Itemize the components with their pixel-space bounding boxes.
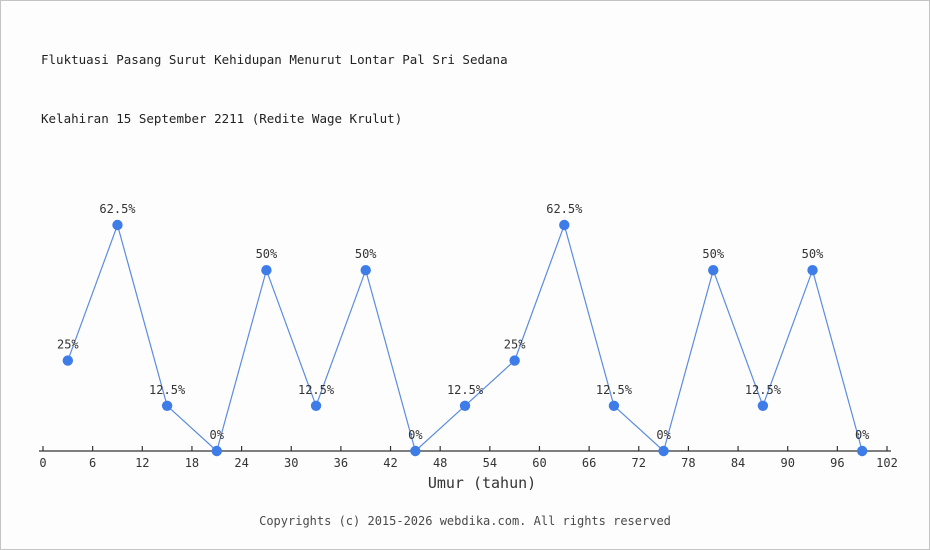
data-point xyxy=(62,355,74,366)
data-point xyxy=(459,400,471,411)
x-tick-label: 72 xyxy=(632,456,646,470)
data-point xyxy=(211,445,222,457)
data-point-label: 12.5% xyxy=(745,383,782,397)
data-point-label: 50% xyxy=(702,247,724,261)
data-point xyxy=(559,219,570,231)
data-point xyxy=(509,355,520,366)
x-tick-label: 24 xyxy=(234,456,248,470)
x-tick-label: 12 xyxy=(135,456,149,470)
data-point xyxy=(856,445,868,457)
data-point-label: 0% xyxy=(210,428,225,442)
x-tick-label: 102 xyxy=(876,456,898,470)
chart-title-line1: Fluktuasi Pasang Surut Kehidupan Menurut… xyxy=(41,52,508,67)
x-tick-label: 60 xyxy=(532,456,546,470)
x-tick-label: 54 xyxy=(483,456,497,470)
x-tick-label: 96 xyxy=(830,456,844,470)
data-point-label: 50% xyxy=(355,247,377,261)
data-point-label: 50% xyxy=(802,247,824,261)
chart-title: Fluktuasi Pasang Surut Kehidupan Menurut… xyxy=(41,11,508,167)
data-point xyxy=(360,265,371,276)
data-point-label: 25% xyxy=(504,338,526,352)
data-point xyxy=(807,265,818,276)
x-tick-label: 78 xyxy=(681,456,695,470)
chart-title-line2: Kelahiran 15 September 2211 (Redite Wage… xyxy=(41,110,403,126)
data-point-label: 12.5% xyxy=(149,383,186,397)
data-point-label: 12.5% xyxy=(298,383,335,397)
x-tick-label: 18 xyxy=(185,456,199,470)
data-point xyxy=(658,445,669,457)
x-tick-label: 90 xyxy=(780,456,794,470)
data-point xyxy=(757,400,769,411)
copyright-footer: Copyrights (c) 2015-2026 webdika.com. Al… xyxy=(259,514,671,528)
data-point-label: 50% xyxy=(256,247,278,261)
data-point xyxy=(261,265,272,276)
data-point xyxy=(410,445,421,457)
x-tick-label: 42 xyxy=(383,456,397,470)
data-point-label: 62.5% xyxy=(546,202,583,216)
data-point xyxy=(310,400,322,411)
x-tick-label: 84 xyxy=(731,456,745,470)
x-tick-label: 48 xyxy=(433,456,447,470)
x-tick-label: 66 xyxy=(582,456,596,470)
data-point-label: 0% xyxy=(855,428,870,442)
data-point-label: 62.5% xyxy=(99,202,136,216)
data-point-label: 12.5% xyxy=(447,383,484,397)
data-point xyxy=(161,400,173,411)
data-point-label: 0% xyxy=(408,428,423,442)
data-point-label: 25% xyxy=(57,338,79,352)
data-point xyxy=(608,400,620,411)
data-point xyxy=(708,265,719,276)
data-point-label: 12.5% xyxy=(596,383,633,397)
x-tick-label: 30 xyxy=(284,456,298,470)
data-point xyxy=(112,219,123,231)
x-tick-label: 36 xyxy=(334,456,348,470)
x-axis-label: Umur (tahun) xyxy=(428,474,536,492)
x-tick-label: 6 xyxy=(89,456,96,470)
data-point-label: 0% xyxy=(656,428,671,442)
data-line xyxy=(67,223,863,453)
x-tick-label: 0 xyxy=(39,456,46,470)
